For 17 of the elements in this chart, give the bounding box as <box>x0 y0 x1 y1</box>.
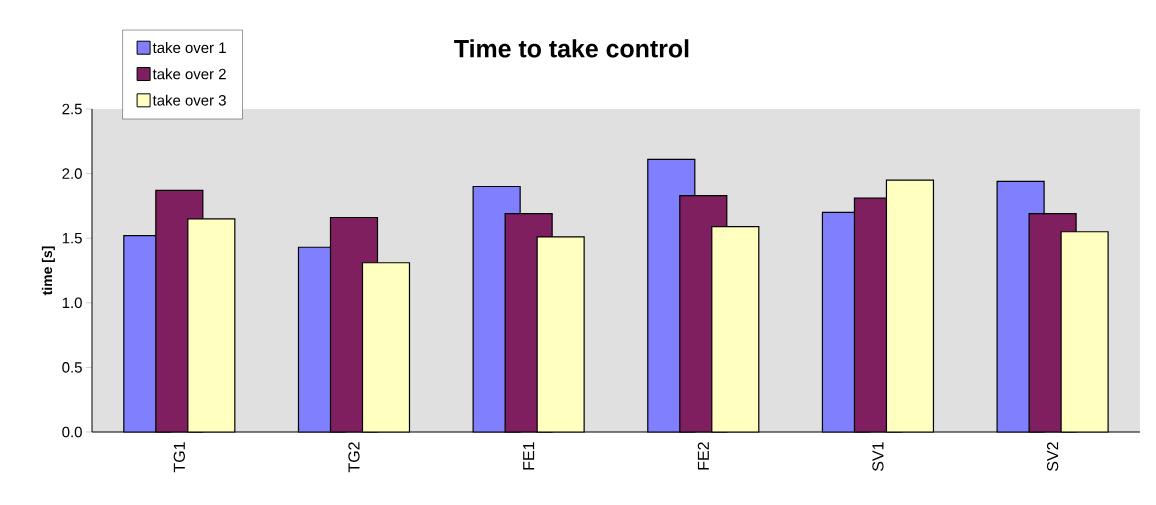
x-tick-label: FE1 <box>523 442 535 470</box>
legend-label: take over 1 <box>152 42 226 54</box>
y-tick-label: 2.0 <box>62 168 82 179</box>
x-tick-label: FE2 <box>697 442 709 470</box>
y-tick-label: 2.5 <box>62 103 82 115</box>
legend-label: take over 3 <box>152 94 226 106</box>
y-axis-title: time [s] <box>41 246 55 296</box>
x-tick-label: TG2 <box>348 442 360 473</box>
y-tick-label: 0.5 <box>62 362 82 373</box>
y-tick-label: 1.5 <box>62 232 82 244</box>
x-tick-label: SV2 <box>1046 442 1059 471</box>
x-tick-label: SV1 <box>872 442 884 471</box>
x-tick-label: TG1 <box>173 442 185 473</box>
legend-label: take over 2 <box>152 68 226 80</box>
y-tick-label: 0.0 <box>62 426 82 438</box>
chart-title: Time to take control <box>454 39 689 58</box>
y-tick-label: 1.0 <box>62 297 82 309</box>
